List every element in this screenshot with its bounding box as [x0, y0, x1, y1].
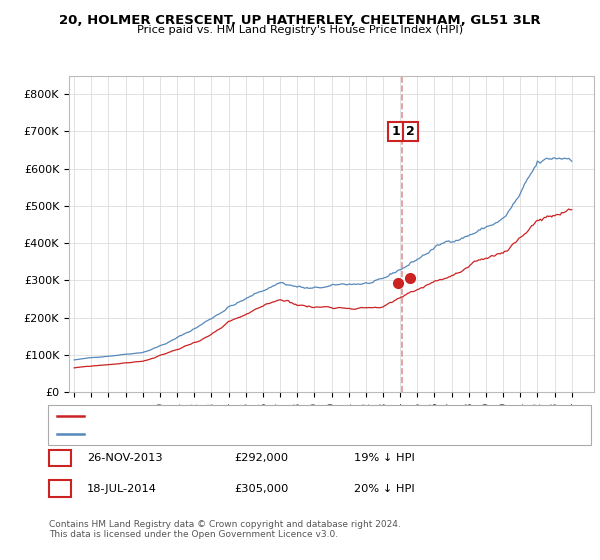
- Text: £292,000: £292,000: [234, 453, 288, 463]
- Text: Price paid vs. HM Land Registry's House Price Index (HPI): Price paid vs. HM Land Registry's House …: [137, 25, 463, 35]
- Text: 19% ↓ HPI: 19% ↓ HPI: [354, 453, 415, 463]
- Text: 2: 2: [406, 125, 415, 138]
- Text: 18-JUL-2014: 18-JUL-2014: [87, 484, 157, 494]
- Text: 1: 1: [56, 451, 64, 465]
- Text: 26-NOV-2013: 26-NOV-2013: [87, 453, 163, 463]
- Text: HPI: Average price, detached house, Cheltenham: HPI: Average price, detached house, Chel…: [89, 429, 334, 439]
- Text: 20, HOLMER CRESCENT, UP HATHERLEY, CHELTENHAM, GL51 3LR (detached house): 20, HOLMER CRESCENT, UP HATHERLEY, CHELT…: [89, 411, 506, 421]
- Text: 1: 1: [391, 125, 400, 138]
- Text: 2: 2: [56, 482, 64, 496]
- Text: £305,000: £305,000: [234, 484, 289, 494]
- Text: Contains HM Land Registry data © Crown copyright and database right 2024.
This d: Contains HM Land Registry data © Crown c…: [49, 520, 401, 539]
- Text: 20% ↓ HPI: 20% ↓ HPI: [354, 484, 415, 494]
- Text: 20, HOLMER CRESCENT, UP HATHERLEY, CHELTENHAM, GL51 3LR: 20, HOLMER CRESCENT, UP HATHERLEY, CHELT…: [59, 14, 541, 27]
